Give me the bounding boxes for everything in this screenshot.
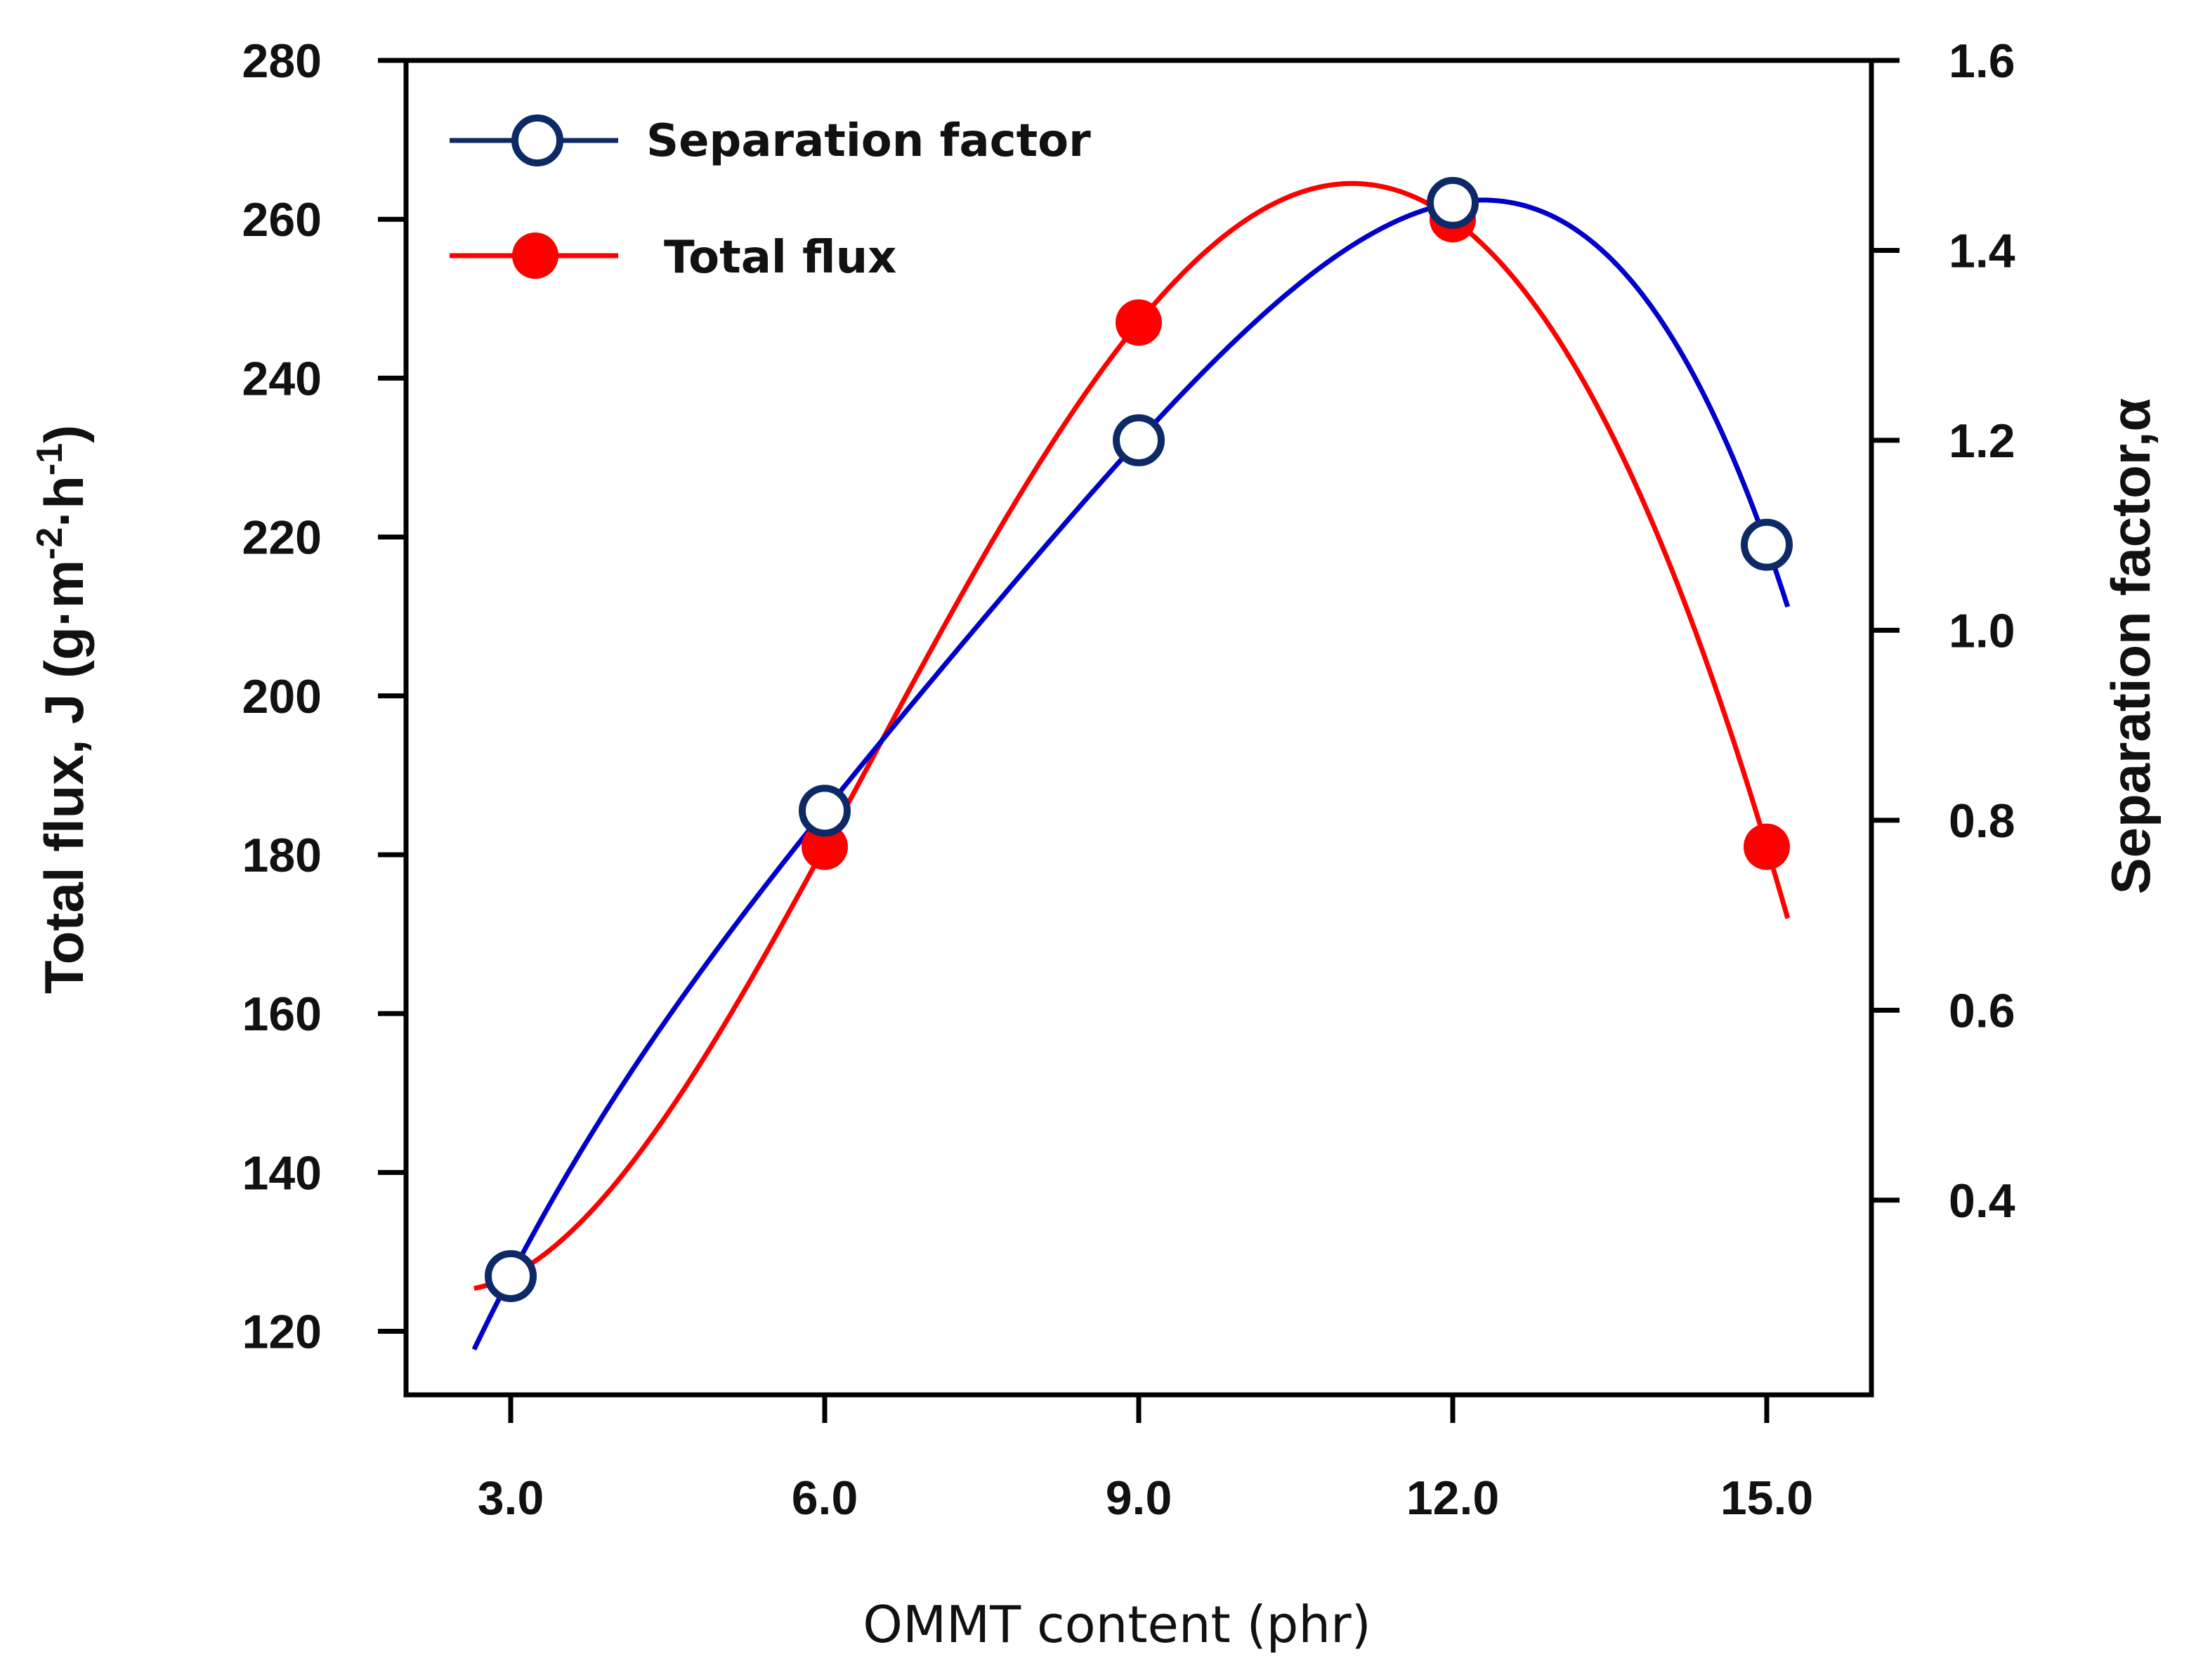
total-flux-point: [1116, 299, 1162, 346]
markers-layer: [485, 176, 1793, 1302]
y-right-tick-label: 1.6: [1949, 34, 2015, 88]
legend-separation-label: Separation factor: [646, 115, 1091, 167]
separation-factor-point: [485, 1249, 537, 1302]
y-right-axis-ticks: 0.4 0.6 0.8 1.0 1.2 1.4 1.6: [1871, 34, 2015, 1228]
legend-flux-label: Total flux: [664, 232, 896, 284]
legend-flux-marker: [512, 232, 558, 279]
y-left-tick-label: 140: [242, 1146, 322, 1200]
x-tick-label: 12.0: [1406, 1471, 1499, 1525]
total-flux-point: [1744, 823, 1790, 870]
total-flux-point: [802, 823, 848, 870]
separation-factor-point: [1427, 176, 1479, 229]
y-left-tick-label: 280: [242, 34, 322, 88]
x-tick-label: 9.0: [1106, 1471, 1172, 1525]
y-left-axis-ticks: 120 140 160 180 200 220 240 260 280: [242, 34, 406, 1359]
x-tick-label: 3.0: [478, 1471, 544, 1525]
y-right-tick-label: 1.2: [1949, 414, 2015, 468]
y-left-tick-label: 120: [242, 1306, 322, 1359]
x-tick-label: 15.0: [1720, 1471, 1813, 1525]
y-right-tick-label: 0.8: [1949, 794, 2015, 848]
y-left-tick-label: 180: [242, 829, 322, 882]
y-left-tick-label: 160: [242, 987, 322, 1041]
separation-factor-point: [1741, 518, 1793, 571]
y-left-tick-label: 240: [242, 352, 322, 405]
separation-factor-point: [799, 785, 851, 837]
y-left-tick-label: 220: [242, 511, 322, 565]
y-right-tick-label: 0.4: [1949, 1174, 2015, 1228]
x-axis-ticks: 3.0 6.0 9.0 12.0 15.0: [478, 1395, 1813, 1525]
y-left-axis-title: Total flux, J (g·m-2·h-1): [30, 425, 95, 994]
legend-separation-marker: [511, 114, 563, 166]
separation-factor-point: [1113, 414, 1165, 466]
y-left-tick-label: 260: [242, 193, 322, 247]
x-tick-label: 6.0: [792, 1471, 858, 1525]
legend: Separation factor Total flux: [450, 114, 1091, 284]
y-left-tick-label: 200: [242, 670, 322, 723]
y-right-tick-label: 1.0: [1949, 604, 2015, 657]
x-axis-title: OMMT content (phr): [863, 1595, 1371, 1654]
y-right-tick-label: 1.4: [1949, 224, 2015, 277]
y-right-tick-label: 0.6: [1949, 984, 2015, 1037]
y-right-axis-title: Separation factor,α: [2100, 398, 2162, 895]
